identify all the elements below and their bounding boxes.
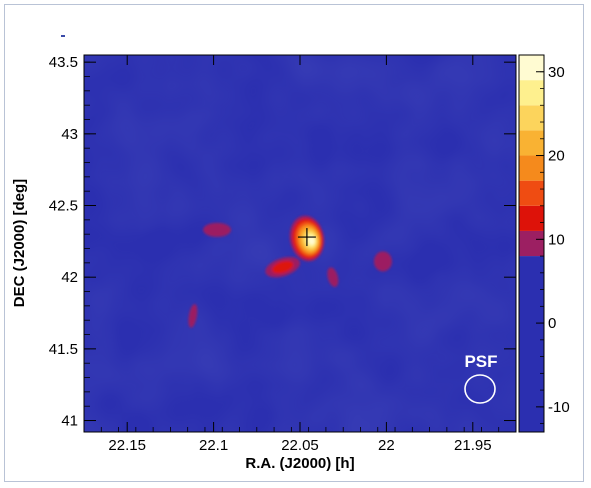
colorbar-level <box>519 80 544 106</box>
y-tick-label: 41.5 <box>49 341 78 358</box>
source-position-marker <box>297 228 316 247</box>
colorbar-level <box>519 205 544 231</box>
colorbar-level <box>519 230 544 257</box>
source-main-source <box>289 215 325 262</box>
colorbar-tick-label: 0 <box>548 315 556 332</box>
colorbar-level <box>519 55 544 81</box>
contour-level <box>327 267 339 287</box>
y-tick-label: 42 <box>61 269 78 286</box>
source-spot-near-42 <box>373 251 392 272</box>
x-axis-label: R.A. (J2000) [h] <box>245 455 354 472</box>
colorbar-tick-label: -10 <box>548 399 570 416</box>
source-west-spot <box>203 222 232 237</box>
contour-level <box>272 260 294 274</box>
x-tick-label: 22 <box>378 437 395 454</box>
contour-level <box>203 222 232 237</box>
source-spot-lower-center <box>327 267 339 287</box>
stray-mark <box>61 35 65 37</box>
colorbar-tick-label: 30 <box>548 64 565 81</box>
x-tick-label: 22.05 <box>281 437 319 454</box>
figure-frame <box>4 4 584 482</box>
colorbar-level <box>519 105 544 131</box>
x-tick-label: 22.15 <box>108 437 146 454</box>
source-spot-lower-left <box>188 304 198 328</box>
y-axis-label: DEC (J2000) [deg] <box>11 179 28 307</box>
sources-layer <box>188 215 392 328</box>
colorbar-tick-label: 20 <box>548 148 565 165</box>
contour-level <box>373 251 392 272</box>
x-tick-label: 21.95 <box>454 437 492 454</box>
x-tick-label: 22.1 <box>199 437 228 454</box>
y-tick-label: 42.5 <box>49 198 78 215</box>
contour-level <box>308 236 315 245</box>
contour-level <box>188 304 198 328</box>
colorbar-level <box>519 155 544 181</box>
y-tick-label: 41 <box>61 413 78 430</box>
source-tail-source <box>265 256 301 278</box>
y-tick-label: 43 <box>61 126 78 143</box>
colorbar-level <box>519 130 544 156</box>
psf-label: PSF <box>464 352 497 371</box>
colorbar-level <box>519 180 544 206</box>
colorbar-tick-label: 10 <box>548 231 565 248</box>
colorbar-level <box>519 256 544 432</box>
psf-marker: PSF <box>464 352 498 404</box>
colorbar: -10 0 10 20 30 <box>518 54 570 433</box>
colorbar-border <box>518 54 545 433</box>
axes-layer: 22.15 22.1 22.05 22 21.95 41 41.5 42 42.5 43 43.5 <box>49 54 516 454</box>
y-tick-label: 43.5 <box>49 54 78 71</box>
